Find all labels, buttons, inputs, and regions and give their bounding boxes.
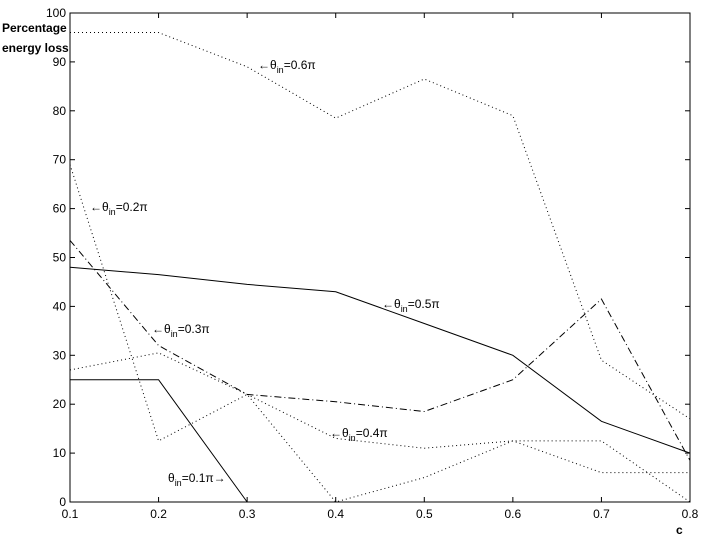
annotation-part: ←θ — [90, 200, 109, 214]
annotation-part: ←θ — [330, 426, 349, 440]
y-label: energy loss — [2, 41, 69, 55]
y-tick-label: 70 — [53, 153, 67, 167]
y-tick-label: 20 — [53, 397, 67, 411]
series-line — [69, 352, 690, 474]
annotation: θin=0.1π→ — [168, 471, 226, 488]
annotation-subscript: in — [109, 207, 116, 217]
annotation: ←θin=0.2π — [90, 200, 148, 217]
x-tick-label: 0.3 — [239, 507, 256, 521]
y-tick-label: 60 — [53, 202, 67, 216]
annotation: ←θin=0.3π — [152, 322, 210, 339]
x-tick-label: 0.4 — [327, 507, 344, 521]
series-line — [69, 266, 691, 454]
annotation-subscript: in — [349, 433, 356, 443]
annotation-subscript: in — [171, 329, 178, 339]
annotation-subscript: in — [401, 304, 408, 314]
annotation-part: θ — [168, 471, 175, 485]
annotation-part: ←θ — [152, 322, 171, 336]
x-tick-label: 0.2 — [150, 507, 167, 521]
series-line — [69, 240, 691, 461]
annotation-part: =0.5π — [408, 297, 440, 311]
x-label: c — [676, 523, 683, 537]
annotation-subscript: in — [277, 65, 284, 75]
x-tick-label: 0.7 — [593, 507, 610, 521]
y-tick-label: 90 — [53, 55, 67, 69]
series-line — [70, 379, 248, 503]
annotation-part: =0.6π — [284, 58, 316, 72]
y-tick-label: 0 — [59, 495, 66, 509]
annotation: ←θin=0.5π — [382, 297, 440, 314]
y-tick-label: 100 — [46, 6, 66, 20]
annotation: ←θin=0.6π — [258, 58, 316, 75]
x-tick-label: 0.8 — [682, 507, 699, 521]
y-label: Percentage — [2, 21, 67, 35]
annotation: ←θin=0.4π — [330, 426, 388, 443]
y-tick-label: 10 — [53, 446, 67, 460]
x-tick-label: 0.5 — [416, 507, 433, 521]
y-tick-label: 40 — [53, 299, 67, 313]
annotation-part: =0.4π — [356, 426, 388, 440]
annotation-part: ←θ — [258, 58, 277, 72]
y-tick-label: 30 — [53, 348, 67, 362]
y-tick-label: 50 — [53, 251, 67, 265]
annotation-part: =0.2π — [116, 200, 148, 214]
x-tick-label: 0.6 — [505, 507, 522, 521]
x-tick-label: 0.1 — [62, 507, 79, 521]
annotation-subscript: in — [175, 478, 182, 488]
annotation-part: ←θ — [382, 297, 401, 311]
series-line — [70, 32, 691, 420]
y-tick-label: 80 — [53, 104, 67, 118]
annotation-part: =0.1π→ — [182, 471, 226, 485]
annotation-part: =0.3π — [178, 322, 210, 336]
